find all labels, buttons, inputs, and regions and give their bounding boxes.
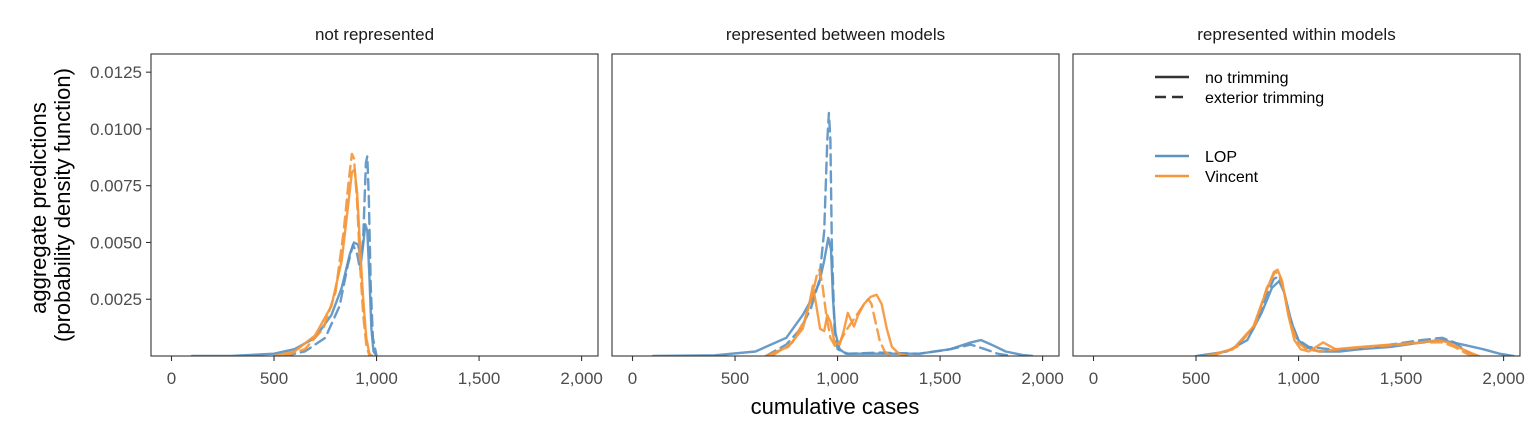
density-curve-lop-none — [190, 223, 378, 356]
density-curve-lop-none — [1194, 279, 1515, 356]
legend-label: no trimming — [1205, 70, 1289, 87]
legend-label: exterior trimming — [1205, 90, 1324, 107]
y-axis-title-line-1: aggregate predictions — [26, 102, 51, 314]
panel-title: represented between models — [726, 25, 945, 44]
y-tick-label: 0.0075 — [90, 177, 142, 196]
y-axis-title: aggregate predictions (probability densi… — [26, 68, 75, 342]
legend-label: Vincent — [1205, 169, 1259, 186]
x-tick-label: 500 — [1182, 369, 1210, 388]
panel-title: represented within models — [1197, 25, 1395, 44]
y-tick-label: 0.0100 — [90, 120, 142, 139]
x-tick-label: 1,500 — [458, 369, 501, 388]
legend-label: LOP — [1205, 149, 1237, 166]
x-tick-label: 0 — [628, 369, 637, 388]
y-axis: 0.0025 0.0050 0.0075 0.0100 0.0125 — [90, 63, 151, 309]
x-tick-label: 1,000 — [1277, 369, 1320, 388]
x-tick-label: 1,500 — [919, 369, 962, 388]
panel-1: not represented 0 500 1,000 1,500 2,000 — [150, 25, 603, 388]
y-tick-label: 0.0025 — [90, 290, 142, 309]
x-axis-title: cumulative cases — [751, 394, 920, 419]
x-tick-label: 0 — [1089, 369, 1098, 388]
density-curve-lop-exterior — [1205, 275, 1479, 356]
panel-title: not represented — [315, 25, 434, 44]
x-tick-label: 0 — [167, 369, 176, 388]
panel-2: represented between models 0 500 1,000 1,500… — [611, 25, 1064, 388]
x-tick-label: 1,000 — [816, 369, 859, 388]
density-curve-vincent-exterior — [770, 268, 893, 356]
legend: no trimming exterior trimming LOP Vincent — [1155, 70, 1324, 186]
panel-frame — [150, 53, 599, 357]
x-tick-label: 1,000 — [355, 369, 398, 388]
panel-3: represented within models 0 500 1,000 1,500 2… — [1072, 25, 1525, 388]
panel-curves — [190, 152, 378, 356]
x-tick-label: 2,000 — [1021, 369, 1064, 388]
x-tick-label: 500 — [721, 369, 749, 388]
panel-frame — [611, 53, 1060, 357]
x-tick-label: 2,000 — [1482, 369, 1525, 388]
x-tick-label: 500 — [260, 369, 288, 388]
panel-curves — [1194, 268, 1515, 356]
x-tick-label: 2,000 — [560, 369, 603, 388]
panel-frame — [1072, 53, 1521, 357]
x-tick-label: 1,500 — [1380, 369, 1423, 388]
density-curve-lop-exterior — [764, 111, 1013, 356]
panel-curves — [651, 111, 1034, 356]
y-axis-title-line-2: (probability density function) — [50, 68, 75, 342]
density-curve-vincent-exterior — [283, 152, 371, 356]
y-tick-label: 0.0050 — [90, 233, 142, 252]
density-curve-vincent-exterior — [1211, 270, 1477, 356]
y-tick-label: 0.0125 — [90, 63, 142, 82]
density-curve-vincent-none — [272, 168, 374, 356]
density-curve-vincent-none — [764, 284, 909, 356]
